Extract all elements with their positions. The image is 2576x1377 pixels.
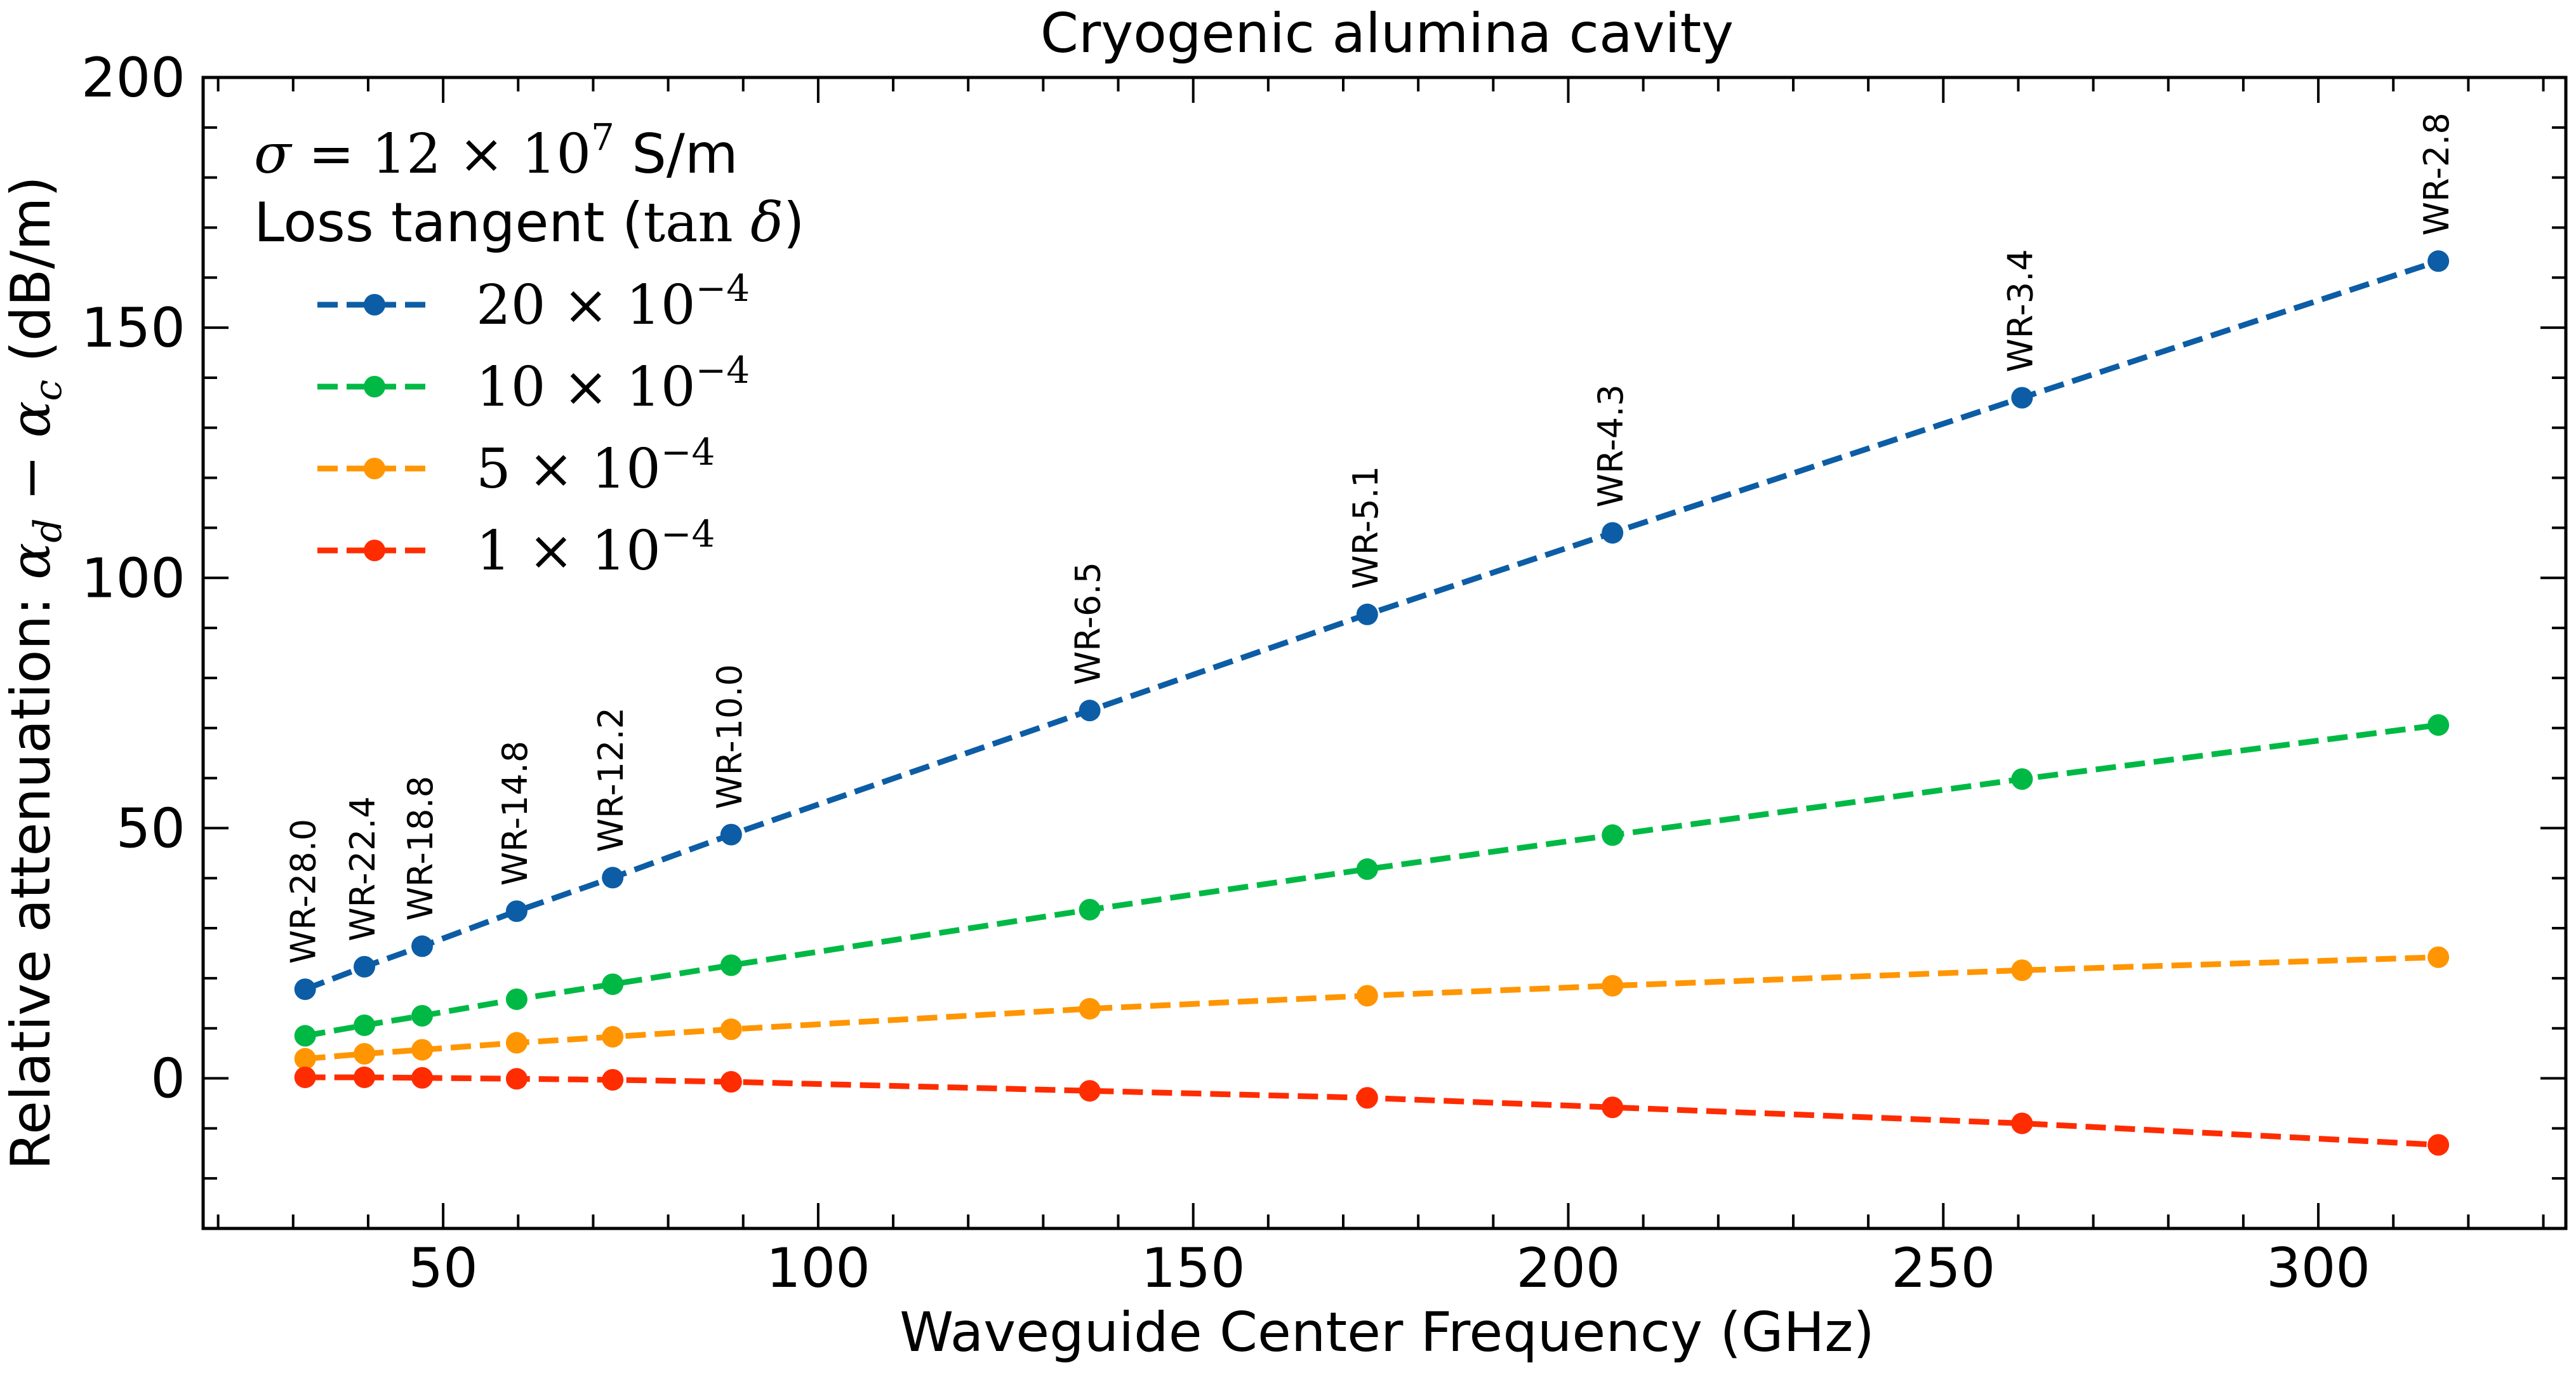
data-point [354, 1014, 376, 1036]
waveguide-label: WR-12.2 [591, 707, 631, 852]
x-tick-label: 150 [1141, 1237, 1245, 1300]
data-point [1356, 603, 1378, 625]
data-point [411, 1067, 434, 1089]
data-point [411, 1004, 434, 1027]
y-tick-label: 200 [81, 46, 185, 110]
data-point [602, 1068, 624, 1091]
data-point [1356, 1087, 1378, 1109]
waveguide-label: WR-18.8 [401, 776, 441, 921]
data-point [1602, 975, 1624, 997]
series-4 [294, 1066, 2450, 1156]
data-point [720, 1071, 742, 1093]
waveguide-label: WR-22.4 [343, 796, 383, 941]
data-point [720, 954, 742, 976]
legend-loss-tangent-header: Loss tangent (tan δ) [254, 191, 804, 255]
series-2 [294, 714, 2450, 1047]
data-point [1602, 1096, 1624, 1119]
x-tick-label: 100 [766, 1237, 870, 1300]
data-point [2011, 387, 2033, 409]
waveguide-label: WR-5.1 [1346, 466, 1386, 589]
legend-label: 20 × 10−4 [476, 267, 750, 337]
series-3 [294, 946, 2450, 1070]
data-point [2011, 768, 2033, 790]
data-point [1356, 858, 1378, 881]
x-tick-label: 250 [1891, 1237, 1995, 1300]
legend-entry: 1 × 10−4 [317, 512, 715, 583]
legend-marker [364, 294, 385, 316]
x-tick-label: 200 [1516, 1237, 1620, 1300]
data-point [1602, 522, 1624, 544]
legend-label: 10 × 10−4 [476, 349, 750, 419]
data-point [720, 823, 742, 846]
data-point [2427, 946, 2450, 968]
data-point [2011, 1112, 2033, 1134]
legend-conductivity: σ = 12 × 107 S/m [254, 116, 738, 186]
waveguide-label: WR-2.8 [2417, 112, 2457, 236]
data-point [2427, 714, 2450, 736]
data-point [602, 1026, 624, 1048]
data-point [354, 1042, 376, 1065]
data-point [294, 1066, 316, 1088]
data-point [1079, 898, 1101, 921]
plot-frame [201, 76, 2568, 1230]
legend-marker [364, 376, 385, 397]
data-point [505, 900, 528, 922]
legend-entry: 10 × 10−4 [317, 349, 750, 419]
data-point [720, 1018, 742, 1041]
y-tick-label: 0 [150, 1048, 185, 1111]
legend-marker [364, 540, 385, 561]
data-point [1356, 985, 1378, 1007]
waveguide-label: WR-28.0 [284, 819, 324, 964]
axes: 50 100 150 200 250 300 0 50 100 150 200 [81, 46, 2568, 1300]
data-point [1079, 997, 1101, 1020]
data-point [294, 1048, 316, 1070]
data-point [2427, 1134, 2450, 1156]
data-point [505, 988, 528, 1010]
x-tick-label: 50 [408, 1237, 477, 1300]
data-point [1602, 824, 1624, 846]
waveguide-label: WR-6.5 [1068, 562, 1108, 685]
legend-marker [364, 458, 385, 479]
legend-entries: 20 × 10−4 10 × 10−4 5 × 10−4 1 × 10−4 [317, 267, 750, 583]
legend-entry: 5 × 10−4 [317, 430, 715, 501]
data-point [294, 978, 316, 1001]
data-point [411, 935, 434, 957]
legend-entry: 20 × 10−4 [317, 267, 750, 337]
data-point [1079, 700, 1101, 722]
data-point [2011, 959, 2033, 981]
y-tick-label: 150 [81, 296, 185, 360]
data-point [602, 867, 624, 889]
waveguide-label: WR-4.3 [1591, 384, 1631, 507]
chart-title: Cryogenic alumina cavity [1040, 2, 1734, 65]
y-axis-label: Relative attenuation: αd − αc (dB/m) [0, 176, 70, 1170]
y-tick-label: 100 [81, 547, 185, 610]
series-line [304, 722, 2439, 1039]
legend: σ = 12 × 107 S/m Loss tangent (tan δ) 20… [254, 116, 804, 583]
data-point [505, 1032, 528, 1054]
waveguide-label: WR-3.4 [2000, 249, 2040, 372]
waveguide-label: WR-14.8 [495, 741, 535, 886]
data-point [505, 1068, 528, 1090]
legend-label: 1 × 10−4 [476, 512, 715, 583]
data-point [354, 1066, 376, 1088]
data-point [602, 973, 624, 995]
y-tick-label: 50 [116, 797, 185, 860]
data-point [411, 1039, 434, 1061]
series-1 [294, 250, 2450, 1001]
waveguide-label: WR-10.0 [710, 664, 750, 809]
data-point [354, 955, 376, 978]
data-point [294, 1025, 316, 1047]
x-tick-label: 300 [2266, 1237, 2370, 1300]
data-point [1079, 1080, 1101, 1102]
x-axis-label: Waveguide Center Frequency (GHz) [900, 1301, 1875, 1364]
plot-area: WR-28.0 WR-22.4 WR-18.8 WR-14.8 WR-12.2 WR-10… [284, 112, 2457, 1156]
legend-label: 5 × 10−4 [476, 430, 715, 501]
data-point [2427, 250, 2450, 272]
